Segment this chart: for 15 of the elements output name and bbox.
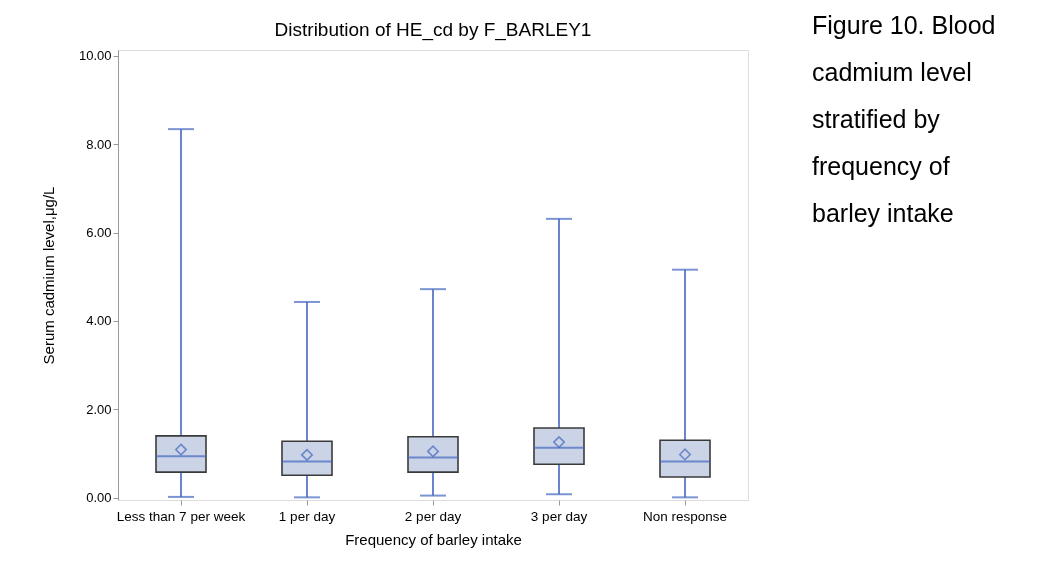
x-tick-label: Less than 7 per week [116, 508, 246, 524]
x-tick-label: Non response [642, 508, 728, 524]
y-tick-label: 8.00 [86, 136, 112, 152]
caption: Figure 10. Blood cadmium level stratified by frequency of barley intake [812, 11, 996, 227]
x-tick-label: 3 per day [530, 508, 588, 524]
chart-title: Distribution of HE_cd by F_BARLEY1 [274, 19, 592, 41]
y-tick-label: 6.00 [86, 225, 112, 241]
x-tick-label: 1 per day [278, 508, 336, 524]
y-axis-title: Serum cadmium level,μg/L [39, 186, 57, 365]
x-tick-label: 2 per day [404, 508, 462, 524]
y-tick-label: 2.00 [86, 401, 112, 417]
y-tick-label: 0.00 [86, 490, 112, 506]
x-axis-title: Frequency of barley intake [345, 531, 522, 548]
y-tick-label: 4.00 [86, 313, 112, 329]
y-tick-label: 10.00 [78, 48, 112, 64]
